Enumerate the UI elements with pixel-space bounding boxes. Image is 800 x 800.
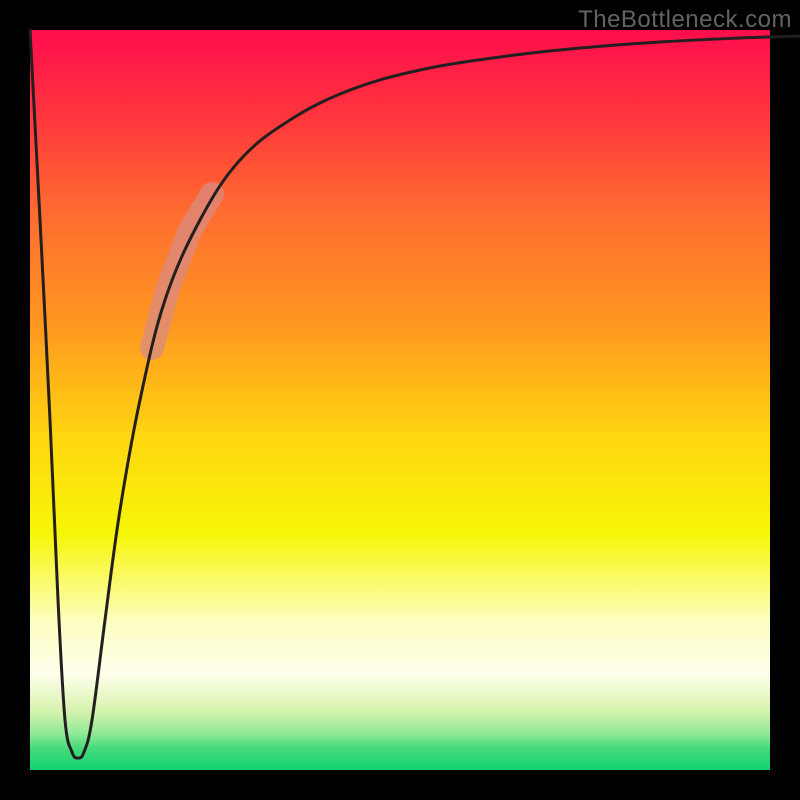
chart-svg: [0, 0, 800, 800]
watermark-text: TheBottleneck.com: [578, 6, 792, 34]
bottleneck-chart: TheBottleneck.com: [0, 0, 800, 800]
